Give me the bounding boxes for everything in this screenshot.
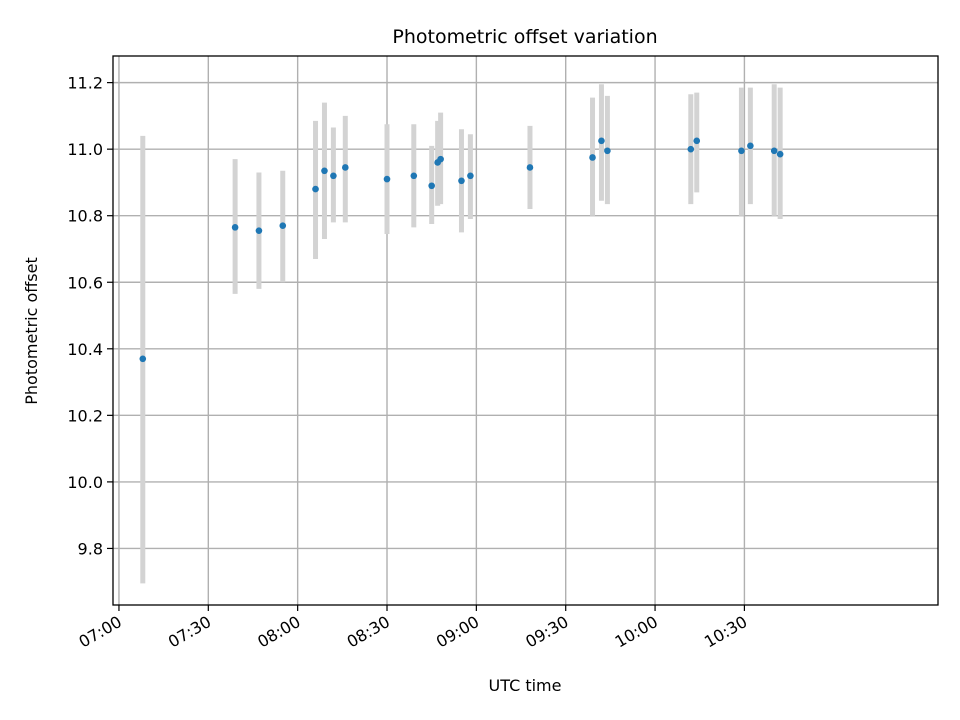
y-tick-label: 10.2	[67, 406, 103, 425]
data-point	[693, 137, 701, 145]
data-point	[312, 185, 319, 193]
y-tick-label: 10.6	[67, 273, 103, 292]
y-tick-label: 11.2	[67, 74, 103, 93]
x-tick-label: 07:30	[165, 612, 214, 652]
data-point	[738, 147, 745, 155]
x-tick-label: 07:00	[76, 612, 125, 652]
data-point	[604, 147, 611, 155]
x-tick-label: 08:30	[344, 612, 393, 652]
x-tick-label: 10:00	[612, 612, 661, 652]
data-points	[139, 137, 784, 363]
chart-title: Photometric offset variation	[392, 26, 657, 48]
data-point	[589, 154, 596, 161]
axes	[107, 55, 939, 611]
data-point	[687, 145, 695, 153]
grid-lines	[113, 56, 938, 605]
y-tick-label: 9.8	[78, 539, 103, 558]
data-point	[437, 155, 444, 163]
data-point	[279, 222, 287, 229]
data-point	[321, 167, 328, 175]
data-point	[598, 137, 605, 145]
tick-labels: 07:00 07:30 08:00 08:30 09:00 09:30 10:00 10:30…	[67, 74, 750, 652]
y-tick-label: 10.4	[67, 340, 103, 359]
x-tick-label: 09:30	[522, 612, 571, 652]
x-tick-label: 08:00	[254, 612, 303, 652]
data-point	[231, 224, 239, 231]
x-tick-label: 09:00	[433, 612, 482, 652]
y-axis-label: Photometric offset	[22, 257, 41, 405]
data-point	[747, 142, 754, 150]
x-tick-label: 10:30	[701, 612, 750, 652]
data-point	[139, 355, 147, 363]
y-tick-label: 11.0	[67, 140, 103, 159]
y-tick-label: 10.8	[67, 207, 103, 226]
data-point	[383, 175, 391, 183]
data-point	[526, 164, 534, 171]
data-point	[410, 172, 418, 180]
data-point	[776, 150, 784, 158]
x-axis-label: UTC time	[489, 676, 562, 695]
data-point	[458, 177, 465, 185]
y-tick-label: 10.0	[67, 473, 103, 492]
data-point	[428, 182, 435, 190]
plot-frame	[112, 55, 939, 606]
data-point	[770, 147, 778, 155]
data-point	[342, 164, 349, 171]
data-point	[467, 172, 474, 180]
data-point	[330, 172, 337, 180]
data-point	[255, 227, 263, 234]
error-bars	[140, 84, 783, 584]
